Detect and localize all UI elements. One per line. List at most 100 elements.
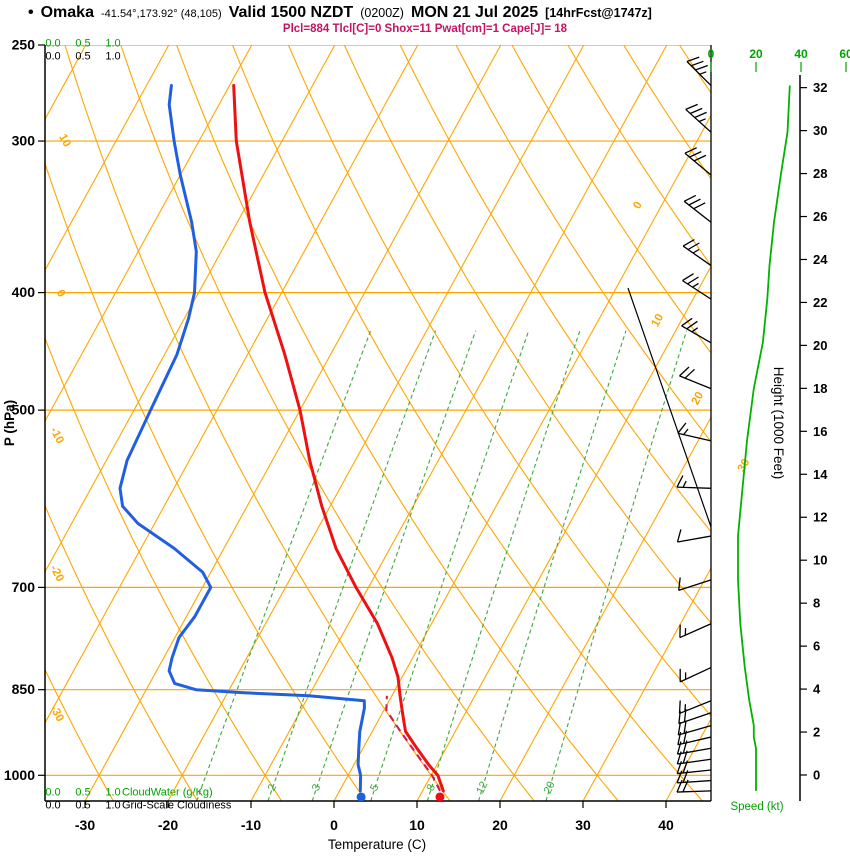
pressure-tick-label: 500 xyxy=(12,402,36,418)
height-tick-label: 10 xyxy=(813,553,827,568)
surface-temp-dot xyxy=(435,792,445,801)
title-bar: • Omaka -41.54°,173.92° (48,105) Valid 1… xyxy=(28,4,659,22)
height-axis-label: Height (1000 Feet) xyxy=(771,367,786,480)
dry-adiabat-line xyxy=(120,45,535,801)
mixing-ratio-label: 5 xyxy=(368,782,381,793)
speed-tick-label: 40 xyxy=(794,47,808,61)
dry-adiabat-line xyxy=(45,504,198,801)
dry-adiabat-line xyxy=(64,45,451,801)
parcel-curve xyxy=(385,695,441,792)
forecast-tag: [14hrFcst@1747z] xyxy=(545,6,652,20)
isotherm-line xyxy=(45,45,253,423)
wind-barb xyxy=(676,740,712,755)
mixing-ratio-line xyxy=(267,330,437,801)
wind-barb xyxy=(682,273,712,300)
mixing-ratio-label: 12 xyxy=(474,780,490,796)
wind-barb xyxy=(677,720,712,736)
isotherm-line xyxy=(45,45,419,724)
cloudiness-scale-bottom: 0.0 xyxy=(45,800,60,812)
height-tick-label: 26 xyxy=(813,209,827,224)
wind-barb xyxy=(679,623,712,639)
dry-adiabat-line xyxy=(45,161,367,801)
mixing-ratio-line xyxy=(426,330,581,801)
dry-adiabat-label: -10 xyxy=(47,425,65,445)
height-tick-label: 32 xyxy=(813,80,827,95)
mixing-ratio-line xyxy=(196,330,372,801)
isotherm-line xyxy=(167,45,585,801)
cloud-scales: 0.0 0.5 1.0 0.0 0.5 1.0 0.0 0.5 1.0 0.0 0.5 1.0 xyxy=(45,38,120,812)
wind-barb xyxy=(681,317,712,344)
speed-tick-label: 60 xyxy=(839,47,850,61)
mixing-ratio-label: 20 xyxy=(542,780,558,796)
speed-tick-label: 20 xyxy=(749,47,763,61)
isotherm-label: 0 xyxy=(631,200,645,211)
wind-barb xyxy=(682,239,712,267)
cloudwater-scale-bottom: 1.0 xyxy=(105,787,120,799)
height-tick-label: 12 xyxy=(813,510,827,525)
mixing-ratio-line xyxy=(311,330,477,801)
wind-barb xyxy=(678,708,712,725)
height-tick-label: 30 xyxy=(813,123,827,138)
dry-adiabat-label: -20 xyxy=(47,563,65,583)
mixing-ratio-label: 2 xyxy=(266,782,279,793)
wind-barbs xyxy=(676,56,712,793)
isotherm-label: 20 xyxy=(690,390,707,407)
valid-date: MON 21 Jul 2025 xyxy=(410,4,539,21)
dry-adiabat-line xyxy=(287,45,711,717)
wind-barb xyxy=(676,750,712,765)
height-tick-label: 18 xyxy=(813,381,827,396)
bullet-icon: • xyxy=(28,4,34,21)
dry-adiabat-line xyxy=(735,45,850,801)
cloudwater-scale-top: 0.0 xyxy=(45,38,60,50)
isotherm-line xyxy=(333,114,711,801)
pressure-tick-label: 250 xyxy=(12,37,36,53)
height-tick-label: 4 xyxy=(813,682,821,697)
wind-barb xyxy=(685,103,712,133)
isotherm-line xyxy=(499,416,711,801)
cloudiness-scale-top: 1.0 xyxy=(105,51,120,63)
wind-barb xyxy=(676,475,712,489)
height-tick-label: 24 xyxy=(813,252,828,267)
dry-adiabat-line xyxy=(455,45,711,443)
wind-barb xyxy=(684,147,712,176)
wind-barb xyxy=(677,422,712,442)
temp-tick-label: -30 xyxy=(75,817,95,833)
temp-tick-label: -10 xyxy=(241,817,261,833)
height-tick-label: 20 xyxy=(813,338,827,353)
wind-barb xyxy=(677,730,712,746)
temp-tick-label: 30 xyxy=(575,817,591,833)
height-tick-label: 0 xyxy=(813,768,820,783)
isotherm-lines xyxy=(45,45,711,801)
wind-barb xyxy=(686,56,712,87)
isotherm-label: 10 xyxy=(649,312,666,329)
isotherm-line xyxy=(45,45,336,574)
temperature-curve xyxy=(232,84,445,793)
pressure-tick-label: 1000 xyxy=(4,767,35,783)
wind-barb xyxy=(678,577,712,591)
station-coords: -41.54°,173.92° (48,105) xyxy=(100,8,222,20)
pressure-tick-label: 700 xyxy=(12,579,36,595)
isotherm-line xyxy=(250,45,668,801)
height-tick-label: 16 xyxy=(813,424,827,439)
pressure-gridlines xyxy=(45,45,711,776)
speed-tick-label: 0 xyxy=(708,47,715,61)
params-line: Plcl=884 Tlcl[C]=0 Shox=11 Pwat[cm]=1 Ca… xyxy=(282,23,568,35)
temperature-axis-label: Temperature (C) xyxy=(328,837,426,852)
isotherm-line xyxy=(582,567,711,801)
cloudiness-label: Grid-Scale Cloudiness xyxy=(122,800,232,812)
mixing-ratio-label: 8 xyxy=(425,782,438,793)
wind-barb xyxy=(679,666,712,683)
zulu-time: (0200Z) xyxy=(360,6,404,20)
mixing-ratio-lines: 2 3 5 8 12 20 xyxy=(196,330,688,801)
pressure-tick-label: 300 xyxy=(12,133,36,149)
isotherm-line xyxy=(416,265,711,801)
dry-adiabat-line xyxy=(511,45,711,354)
cloudwater-scale-top: 1.0 xyxy=(105,38,120,50)
dry-adiabat-line xyxy=(343,45,711,624)
pressure-tick-label: 400 xyxy=(12,284,36,300)
